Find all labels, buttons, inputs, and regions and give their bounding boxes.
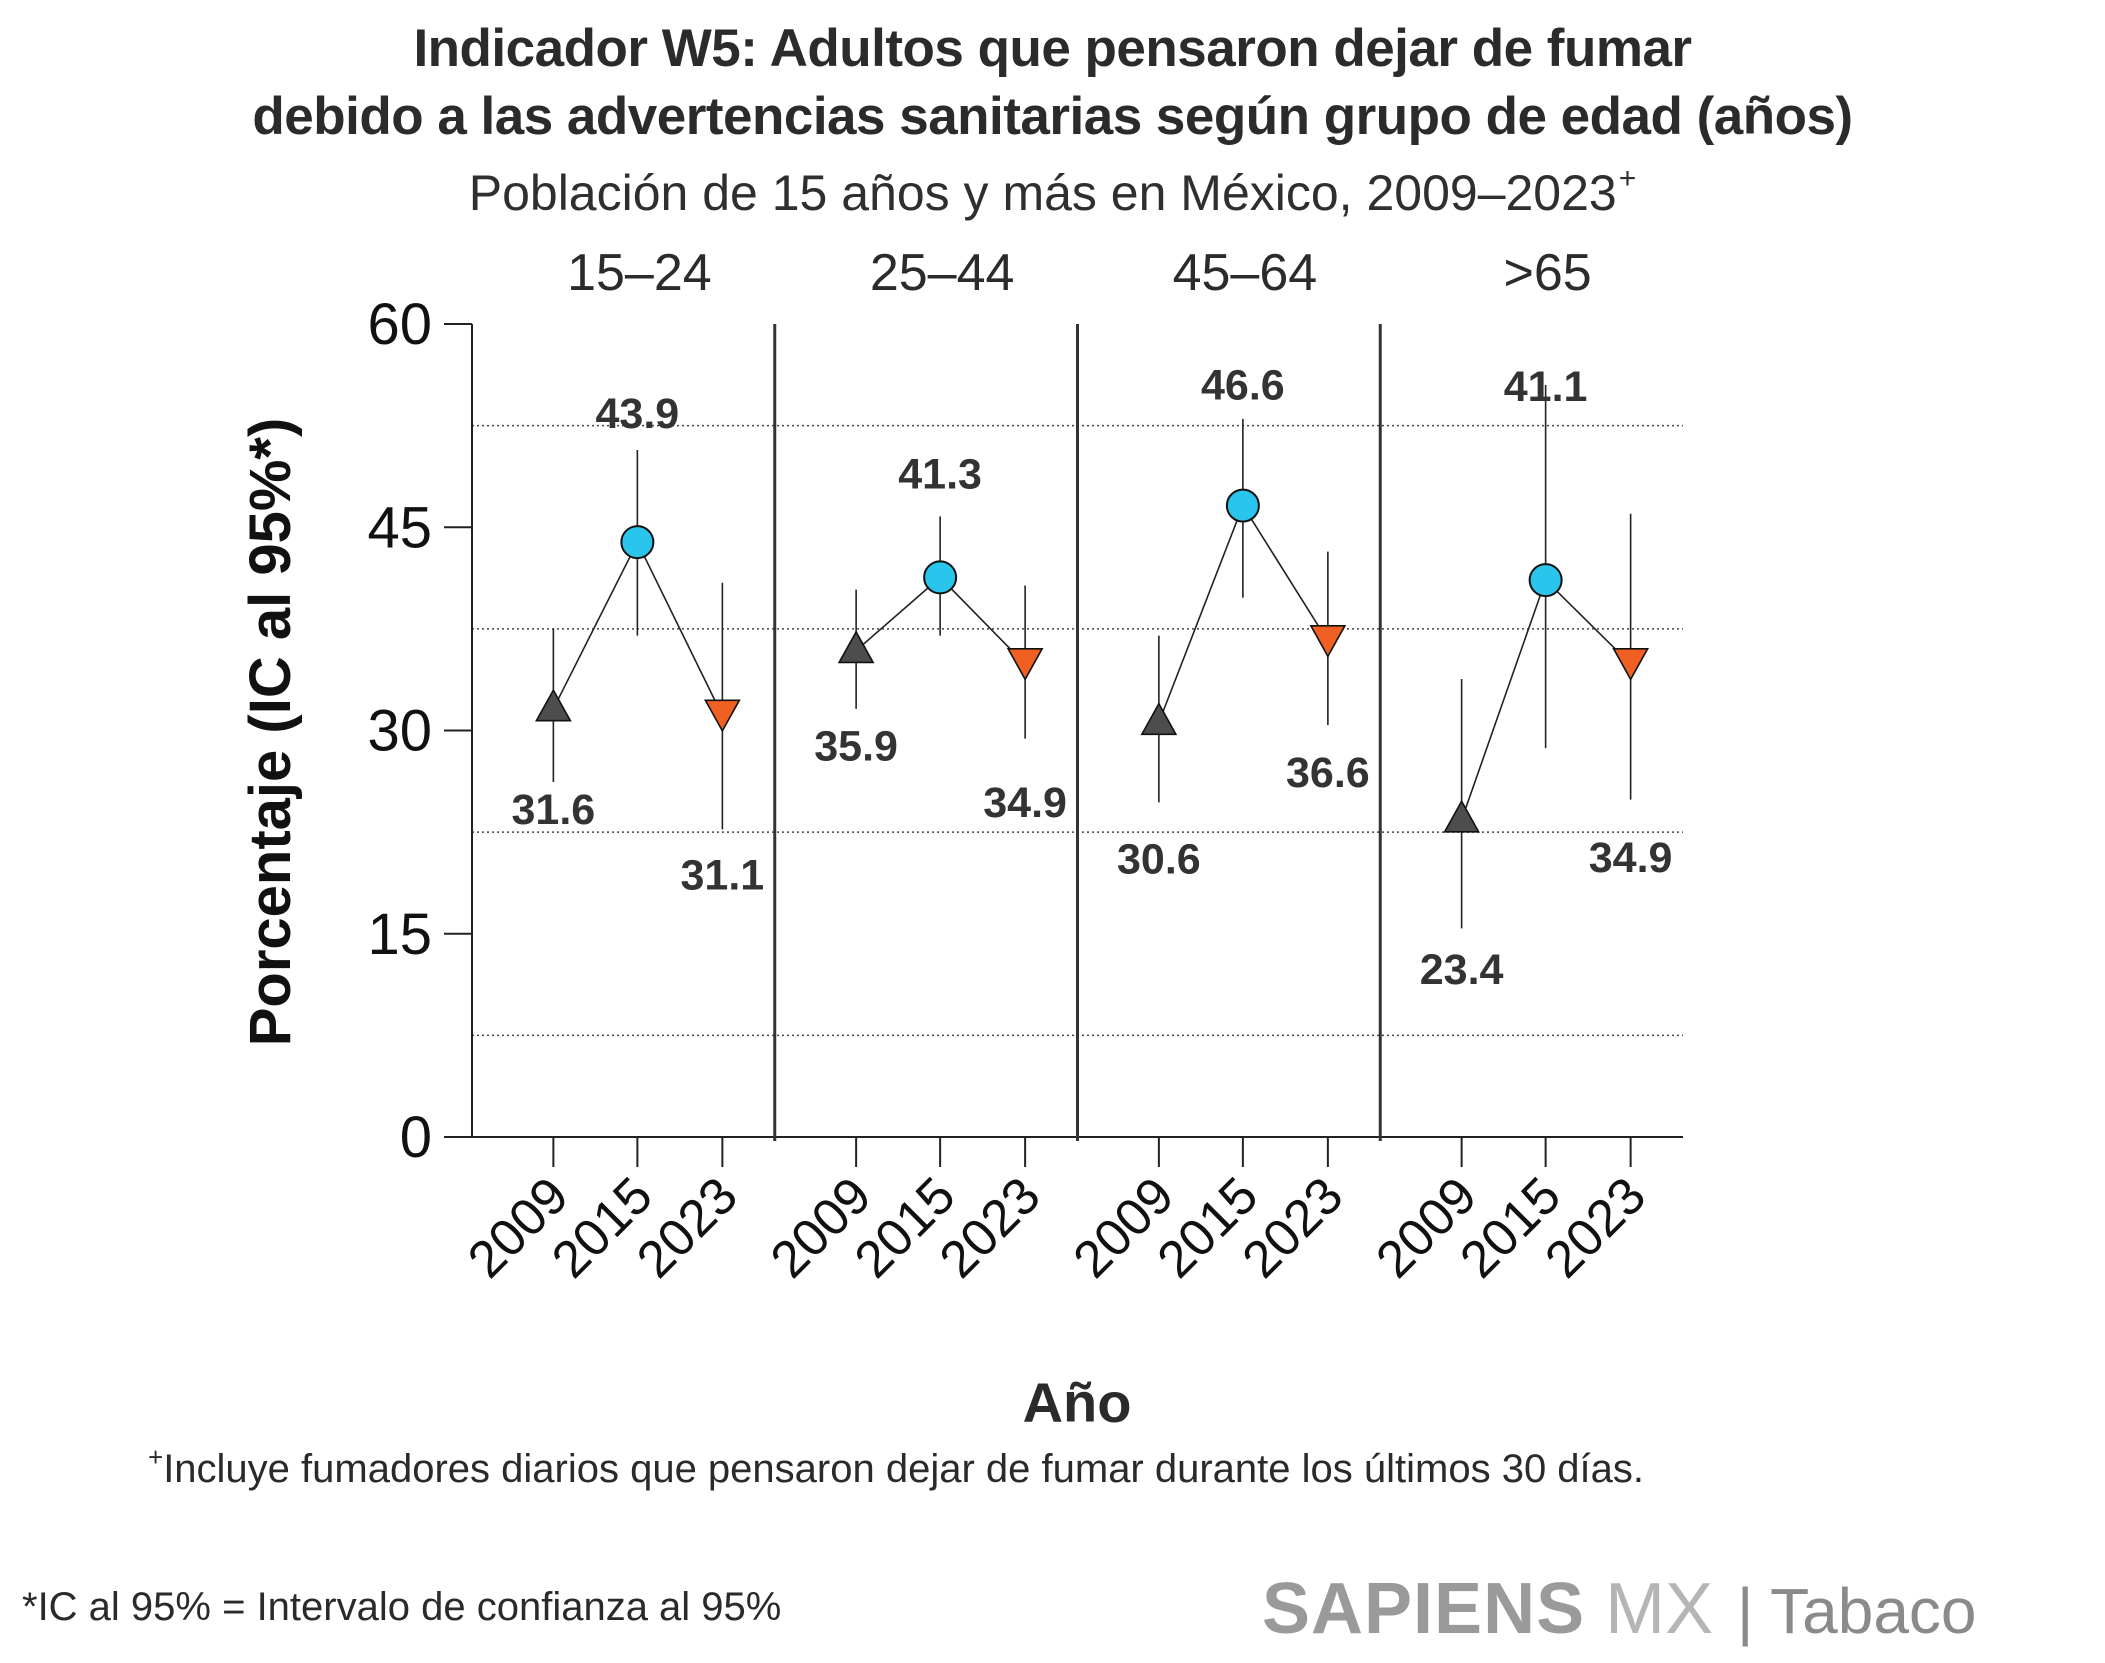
chart-title-line2: debido a las advertencias sanitarias seg… <box>252 87 1853 146</box>
panel-header-0: 15–24 <box>567 244 712 302</box>
y-axis-title: Porcentaje (IC al 95%*) <box>238 418 303 1047</box>
data-label-3-2023: 34.9 <box>1589 834 1673 882</box>
x-tick-label-3-2023: 2023 <box>1534 1166 1657 1289</box>
point-2-2015 <box>1225 488 1260 523</box>
chart-subtitle: Población de 15 años y más en México, 20… <box>0 162 2105 222</box>
brand-mx: MX <box>1585 1569 1714 1649</box>
footnote-ci: *IC al 95% = Intervalo de confianza al 9… <box>22 1585 782 1629</box>
data-label-1-2015: 41.3 <box>898 450 982 498</box>
data-label-3-2009: 23.4 <box>1420 946 1504 994</box>
brand-tabaco: | Tabaco <box>1719 1575 1977 1647</box>
footnote-plus: +Incluye fumadores diarios que pensaron … <box>148 1442 1644 1492</box>
data-label-0-2015: 43.9 <box>596 390 680 438</box>
y-tick-label-45: 45 <box>367 495 432 560</box>
footnote-plus-text: Incluye fumadores diarios que pensaron d… <box>163 1447 1645 1491</box>
x-tick-label-1-2023: 2023 <box>929 1166 1052 1289</box>
point-3-2015 <box>1528 563 1563 598</box>
data-label-2-2023: 36.6 <box>1286 749 1370 797</box>
y-tick-label-60: 60 <box>367 292 432 357</box>
data-label-1-2009: 35.9 <box>814 723 898 771</box>
point-1-2009 <box>837 630 875 664</box>
panel-header-3: >65 <box>1504 244 1592 302</box>
x-tick-label-2-2023: 2023 <box>1232 1166 1355 1289</box>
point-0-2009 <box>535 688 572 722</box>
x-axis-title: Año <box>1023 1371 1132 1434</box>
point-0-2015 <box>620 525 655 560</box>
brand-sapiens: SAPIENS <box>1262 1569 1586 1649</box>
panel-header-1: 25–44 <box>870 244 1015 302</box>
subtitle-text: Población de 15 años y más en México, 20… <box>468 165 1617 221</box>
brand-logo: SAPIENS MX | Tabaco <box>1262 1568 1977 1650</box>
y-tick-label-0: 0 <box>400 1105 432 1170</box>
chart-title-line1: Indicador W5: Adultos que pensaron dejar… <box>413 19 1692 78</box>
y-tick-label-30: 30 <box>367 699 432 764</box>
data-label-2-2015: 46.6 <box>1201 362 1285 410</box>
footnote-plus-mark: + <box>148 1442 164 1472</box>
point-1-2023 <box>1006 648 1044 682</box>
point-3-2023 <box>1612 648 1649 682</box>
x-tick-label-0-2023: 2023 <box>626 1166 749 1289</box>
data-label-1-2023: 34.9 <box>983 779 1067 827</box>
subtitle-mark: + <box>1618 162 1637 195</box>
point-2-2023 <box>1309 624 1347 659</box>
data-label-3-2015: 41.1 <box>1504 363 1588 411</box>
point-1-2015 <box>923 560 958 595</box>
y-tick-label-15: 15 <box>367 902 432 967</box>
data-label-2-2009: 30.6 <box>1117 835 1201 883</box>
data-label-0-2009: 31.6 <box>512 786 596 834</box>
point-3-2009 <box>1443 799 1480 833</box>
point-0-2023 <box>704 699 741 733</box>
panel-header-2: 45–64 <box>1173 244 1318 302</box>
point-2-2009 <box>1140 702 1178 736</box>
data-label-0-2023: 31.1 <box>681 852 765 900</box>
